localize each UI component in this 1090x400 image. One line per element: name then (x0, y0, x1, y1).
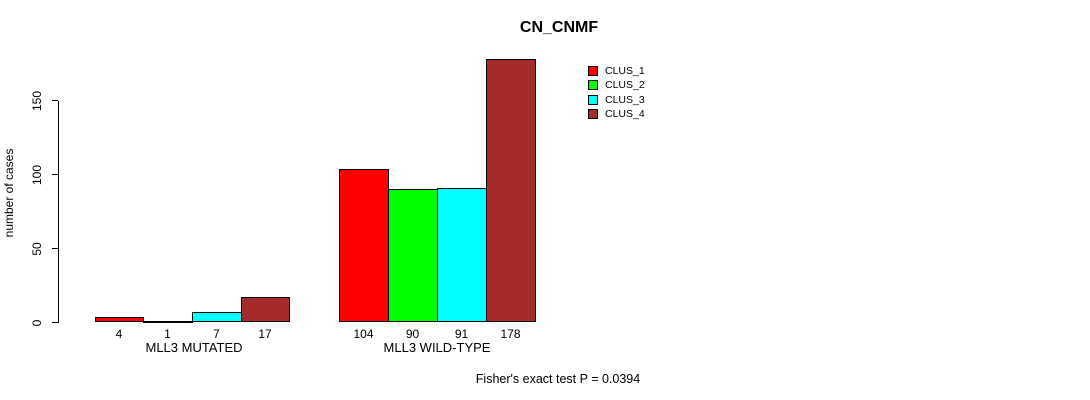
y-axis-line (57, 100, 59, 323)
y-axis-tick-label: 0 (29, 319, 44, 326)
bar-value-label: 1 (164, 327, 171, 341)
legend-swatch-clus_3 (587, 94, 598, 105)
legend-label-clus_3: CLUS_3 (605, 93, 645, 106)
bar-clus_3-group2 (437, 187, 487, 323)
bar-value-label: 4 (115, 327, 123, 341)
y-axis-tick (52, 174, 58, 175)
bar-value-label: 7 (213, 327, 220, 341)
y-axis-tick (52, 322, 58, 323)
bar-clus_3-group1 (192, 312, 242, 323)
legend-label-clus_1: CLUS_1 (605, 65, 645, 77)
bar-clus_1-group1 (95, 316, 144, 323)
x-category-label: MLL3 WILD-TYPE (383, 340, 491, 355)
bar-clus_2-group2 (388, 189, 438, 323)
y-axis-tick-label: 150 (29, 90, 44, 111)
bar-clus_4-group1 (241, 297, 290, 323)
bar-value-label: 104 (353, 327, 374, 341)
bar-value-label: 17 (258, 327, 272, 341)
legend-swatch-clus_2 (587, 80, 598, 91)
y-axis-tick (52, 100, 58, 101)
bar-value-label: 91 (454, 327, 469, 341)
bar-value-label: 178 (500, 327, 521, 341)
y-axis-tick (52, 248, 58, 249)
bar-clus_2-group1 (143, 320, 193, 323)
bar-clus_4-group2 (486, 59, 536, 323)
legend-swatch-clus_4 (587, 109, 598, 120)
bar-value-label: 90 (405, 327, 420, 341)
y-axis-tick-label: 100 (29, 164, 44, 185)
annotation-text: Fisher's exact test P = 0.0394 (475, 372, 641, 386)
chart-title: CN_CNMF (519, 19, 599, 36)
y-axis-tick-label: 50 (29, 241, 44, 256)
legend-label-clus_2: CLUS_2 (605, 79, 645, 92)
bar-clus_1-group2 (339, 168, 389, 323)
legend-label-clus_4: CLUS_4 (605, 108, 645, 121)
legend-swatch-clus_1 (587, 66, 598, 76)
x-category-label: MLL3 MUTATED (145, 340, 243, 355)
